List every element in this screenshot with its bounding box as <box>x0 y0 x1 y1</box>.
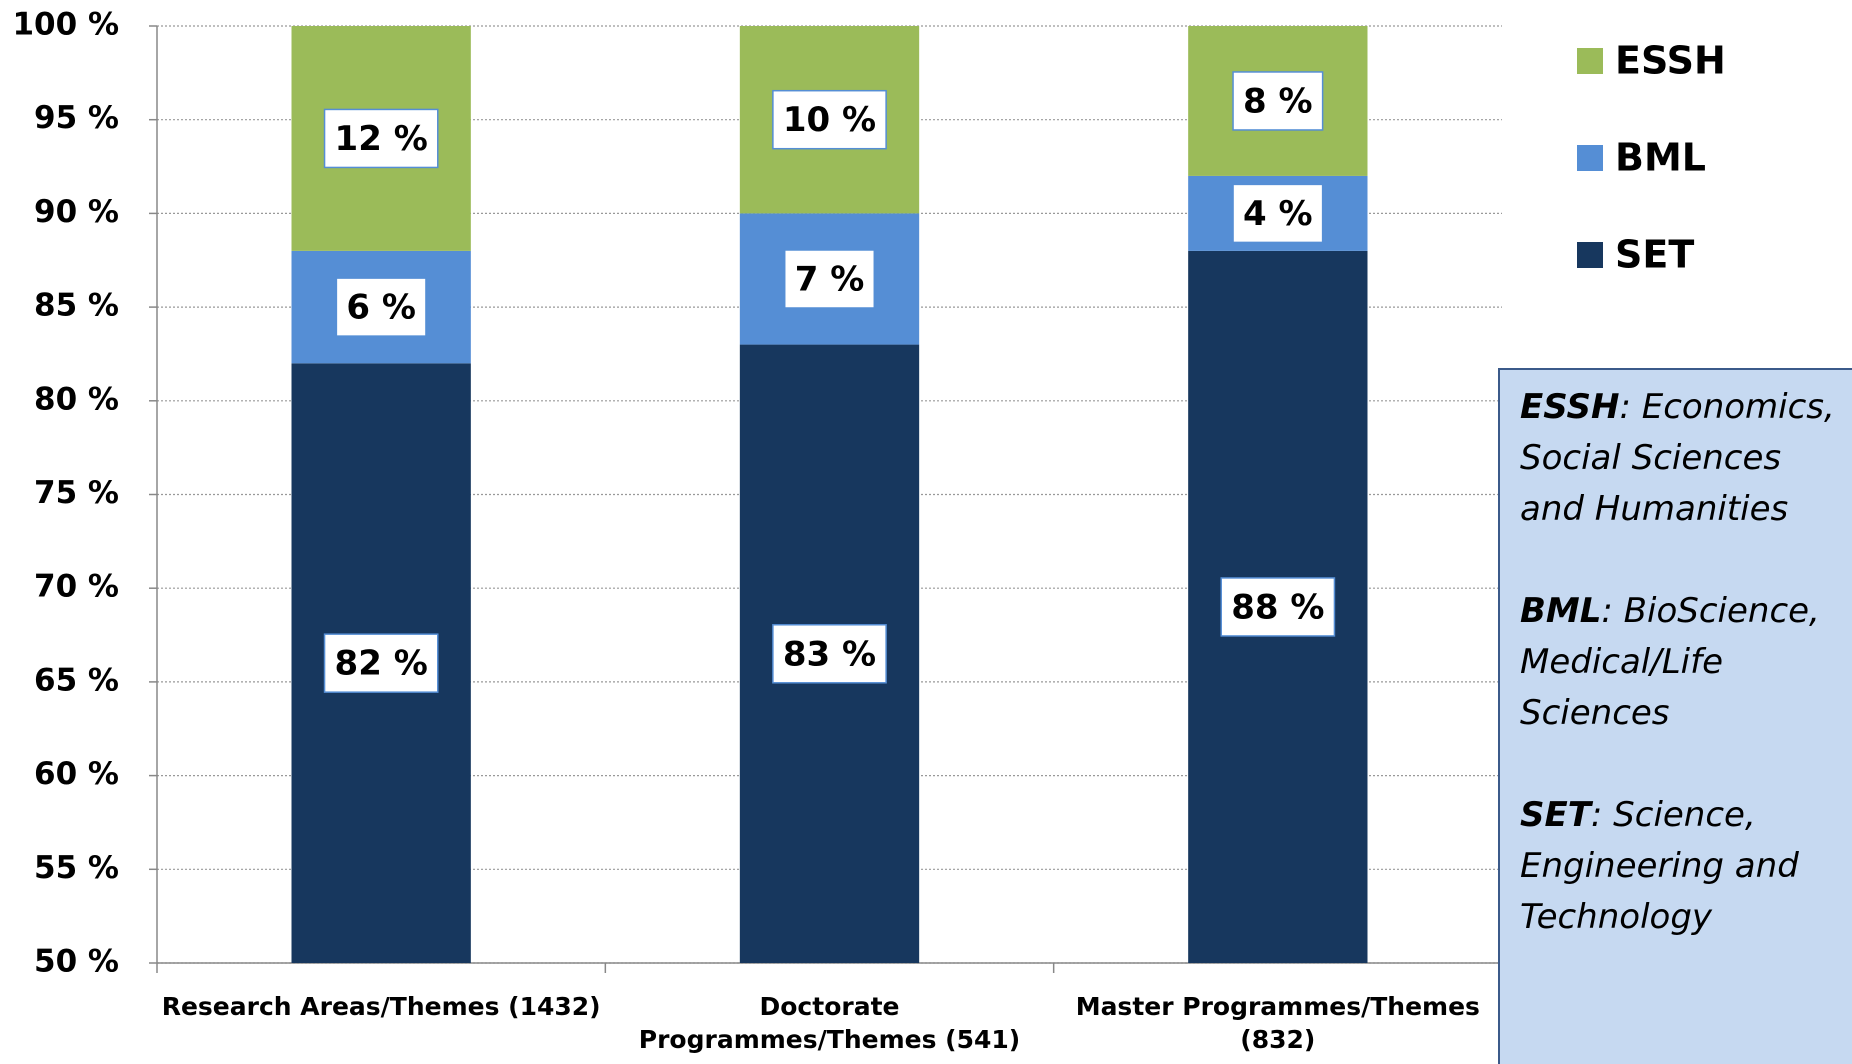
y-tick-label: 80 % <box>34 381 119 417</box>
x-tick-label: Master Programmes/Themes (832) <box>1075 992 1480 1054</box>
data-label: 88 % <box>1220 577 1336 637</box>
note: BML: BioScience, Medical/Life Sciences <box>1520 586 1842 739</box>
note-text: : Science, Engineering and Technology <box>1520 795 1799 937</box>
y-tick-label: 65 % <box>34 662 119 698</box>
legend-label: BML <box>1615 136 1706 180</box>
y-tick-label: 75 % <box>34 475 119 511</box>
data-label: 4 % <box>1232 183 1324 244</box>
y-tick-label: 60 % <box>34 756 119 792</box>
y-tick-label: 95 % <box>34 100 119 136</box>
legend-swatch <box>1577 48 1603 74</box>
data-label-box <box>1220 577 1336 637</box>
data-label-text: 6 % <box>346 288 416 328</box>
data-label-box <box>1232 183 1324 244</box>
data-label-box <box>323 108 439 169</box>
data-label: 8 % <box>1232 71 1324 131</box>
legend-swatch <box>1577 145 1603 171</box>
data-label-box <box>783 249 876 309</box>
legend-swatch <box>1577 242 1603 268</box>
data-label-box <box>1232 71 1324 131</box>
note-term: BML <box>1520 591 1602 631</box>
note: ESSH: Economics, Social Sciences and Hum… <box>1520 382 1842 535</box>
note: SET: Science, Engineering and Technology <box>1520 790 1842 943</box>
y-tick-label: 85 % <box>34 288 119 324</box>
note-text: : BioScience, Medical/Life Sciences <box>1520 591 1820 733</box>
data-label-text: 88 % <box>1231 587 1324 627</box>
data-label-box <box>772 89 887 150</box>
data-label-text: 83 % <box>783 634 876 674</box>
data-label: 12 % <box>323 108 439 169</box>
data-label: 6 % <box>335 277 427 337</box>
data-label-text: 4 % <box>1243 194 1313 234</box>
x-tick-label: Doctorate Programmes/Themes (541) <box>638 992 1021 1054</box>
x-tick-label: Research Areas/Themes (1432) <box>161 992 601 1021</box>
data-label-box <box>335 277 427 337</box>
note-term: SET <box>1520 795 1591 835</box>
data-label: 7 % <box>783 249 876 309</box>
data-label-text: 82 % <box>335 644 428 684</box>
y-tick-label: 90 % <box>34 194 119 230</box>
data-label-text: 10 % <box>783 100 876 140</box>
data-label: 10 % <box>772 89 887 150</box>
data-label-box <box>323 633 439 693</box>
legend-label: SET <box>1615 233 1694 277</box>
data-label: 83 % <box>772 624 887 684</box>
data-label: 82 % <box>323 633 439 693</box>
notes-box: ESSH: Economics, Social Sciences and Hum… <box>1498 368 1852 1064</box>
data-label-text: 7 % <box>795 259 865 299</box>
note-text: : Economics, Social Sciences and Humanit… <box>1520 387 1835 529</box>
note-term: ESSH <box>1520 387 1620 427</box>
data-label-text: 8 % <box>1243 81 1313 121</box>
y-tick-label: 50 % <box>34 944 119 980</box>
y-tick-label: 100 % <box>12 7 119 43</box>
data-label-text: 12 % <box>335 119 428 159</box>
data-label-box <box>772 624 887 684</box>
y-tick-label: 55 % <box>34 850 119 886</box>
legend-label: ESSH <box>1615 39 1726 83</box>
y-tick-label: 70 % <box>34 569 119 605</box>
